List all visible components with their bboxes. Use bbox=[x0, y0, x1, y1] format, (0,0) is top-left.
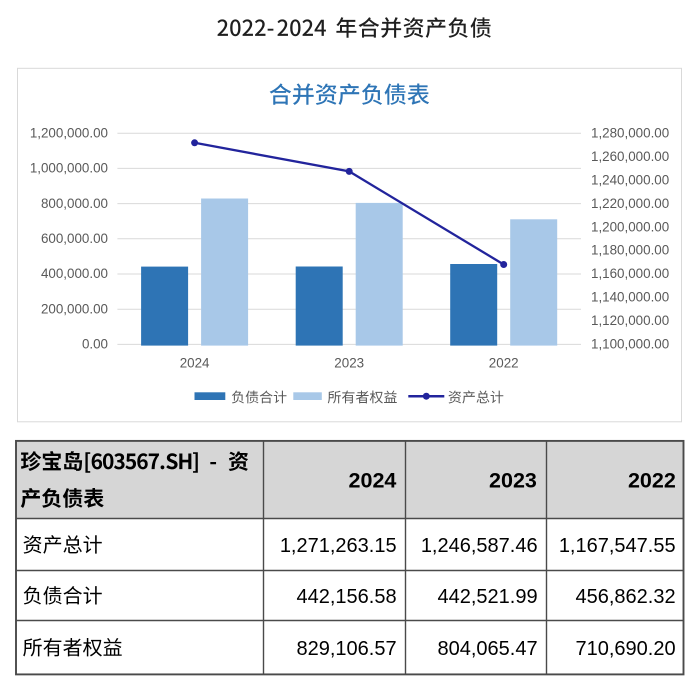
svg-text:1,240,000.00: 1,240,000.00 bbox=[591, 172, 669, 187]
svg-text:2024: 2024 bbox=[180, 355, 210, 370]
svg-text:1,140,000.00: 1,140,000.00 bbox=[591, 290, 669, 305]
svg-text:1,000,000.00: 1,000,000.00 bbox=[30, 161, 108, 176]
svg-text:1,246,587.46: 1,246,587.46 bbox=[421, 535, 538, 557]
svg-text:710,690.20: 710,690.20 bbox=[575, 638, 675, 660]
svg-text:800,000.00: 800,000.00 bbox=[41, 196, 108, 211]
svg-text:2024: 2024 bbox=[349, 469, 397, 493]
svg-text:2022: 2022 bbox=[628, 469, 676, 493]
svg-text:400,000.00: 400,000.00 bbox=[41, 266, 108, 281]
svg-text:1,280,000.00: 1,280,000.00 bbox=[591, 125, 669, 140]
svg-text:829,106.57: 829,106.57 bbox=[296, 638, 396, 660]
svg-text:442,156.58: 442,156.58 bbox=[296, 586, 396, 608]
svg-text:1,271,263.15: 1,271,263.15 bbox=[280, 535, 397, 557]
svg-text:600,000.00: 600,000.00 bbox=[41, 231, 108, 246]
svg-text:1,200,000.00: 1,200,000.00 bbox=[30, 125, 108, 140]
svg-text:1,260,000.00: 1,260,000.00 bbox=[591, 149, 669, 164]
svg-text:804,065.47: 804,065.47 bbox=[437, 638, 537, 660]
svg-text:1,220,000.00: 1,220,000.00 bbox=[591, 196, 669, 211]
svg-text:2022: 2022 bbox=[489, 355, 519, 370]
svg-text:1,100,000.00: 1,100,000.00 bbox=[591, 337, 669, 352]
svg-text:2023: 2023 bbox=[334, 355, 364, 370]
svg-text:456,862.32: 456,862.32 bbox=[575, 586, 675, 608]
svg-text:200,000.00: 200,000.00 bbox=[41, 301, 108, 316]
svg-text:0.00: 0.00 bbox=[82, 337, 108, 352]
svg-text:1,180,000.00: 1,180,000.00 bbox=[591, 243, 669, 258]
svg-text:2023: 2023 bbox=[489, 469, 537, 493]
svg-text:1,160,000.00: 1,160,000.00 bbox=[591, 266, 669, 281]
svg-text:1,167,547.55: 1,167,547.55 bbox=[559, 535, 676, 557]
svg-text:1,200,000.00: 1,200,000.00 bbox=[591, 219, 669, 234]
svg-text:1,120,000.00: 1,120,000.00 bbox=[591, 313, 669, 328]
svg-text:442,521.99: 442,521.99 bbox=[437, 586, 537, 608]
